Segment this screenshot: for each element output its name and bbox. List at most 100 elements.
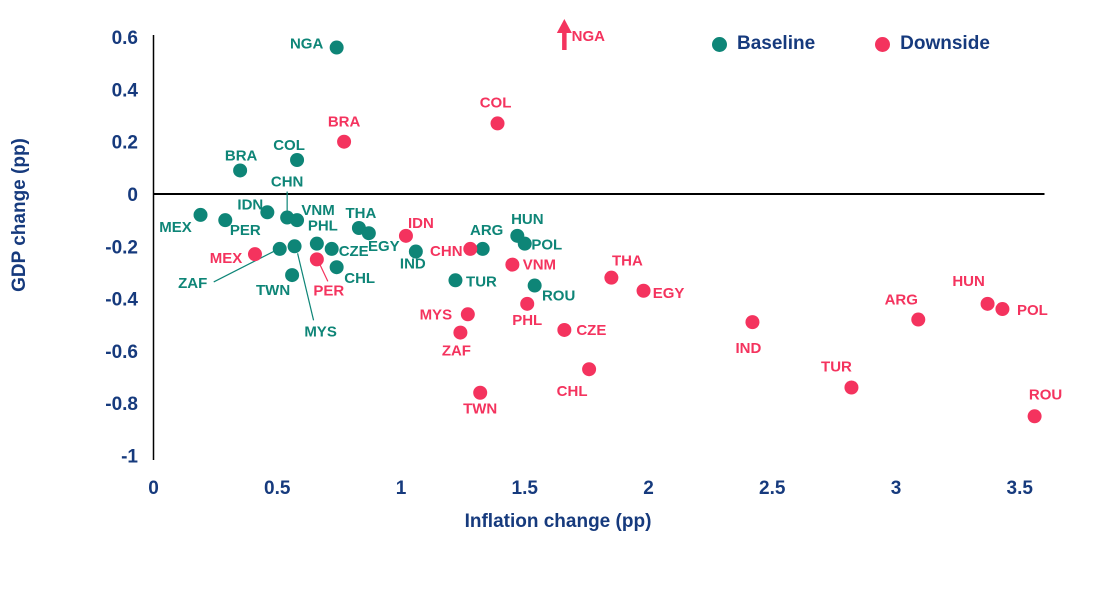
label-downside-CHL: CHL	[557, 383, 588, 400]
point-downside-POL	[995, 302, 1010, 317]
label-baseline-HUN: HUN	[511, 211, 544, 228]
label-baseline-ROU: ROU	[542, 288, 575, 305]
label-baseline-NGA: NGA	[290, 36, 324, 53]
point-downside-BRA	[337, 134, 352, 149]
point-baseline-ZAF	[272, 241, 287, 256]
point-downside-VNM	[505, 257, 520, 272]
label-downside-VNM: VNM	[523, 257, 556, 274]
leader-baseline-ZAF	[213, 250, 275, 283]
label-downside-PHL: PHL	[512, 312, 542, 329]
y-tick-0: 0	[127, 185, 138, 206]
y-axis-title: GDP change (pp)	[9, 138, 30, 292]
label-downside-COL: COL	[480, 94, 512, 111]
point-downside-CHN	[463, 241, 478, 256]
label-baseline-TWN: TWN	[256, 282, 290, 299]
point-baseline-PHL	[309, 236, 324, 251]
point-downside-ROU	[1027, 409, 1042, 424]
baseline-legend-label: Baseline	[737, 33, 816, 54]
point-baseline-CZE	[324, 241, 339, 256]
point-baseline-CHL	[329, 260, 344, 275]
x-tick-3: 3	[891, 478, 902, 499]
point-baseline-ARG	[475, 241, 490, 256]
axes: 0.6 0.4 0.2 0 -0.2 -0.4 -0.6 -0.8 -1 0 0.5 1 1.5 2 2.5…	[105, 28, 1045, 499]
point-downside-TUR	[844, 380, 859, 395]
leader-lines	[213, 191, 329, 321]
label-downside-NGA: NGA	[572, 28, 606, 45]
point-baseline-ROU	[527, 278, 542, 293]
point-downside-IND	[745, 315, 760, 330]
label-baseline-CHN: CHN	[271, 174, 304, 191]
legend-item-downside: Downside	[875, 33, 990, 55]
point-downside-CHL	[582, 362, 597, 377]
point-baseline-BRA	[233, 163, 248, 178]
label-baseline-IND: IND	[400, 256, 426, 273]
downside-legend-label: Downside	[900, 33, 990, 54]
point-baseline-MYS	[287, 239, 302, 254]
downside-legend-dot-icon	[875, 36, 891, 52]
label-baseline-COL: COL	[273, 137, 305, 154]
label-baseline-IDN: IDN	[237, 196, 263, 213]
label-downside-ARG: ARG	[885, 292, 918, 309]
label-downside-EGY: EGY	[653, 285, 685, 302]
baseline-legend-dot-icon	[712, 36, 727, 52]
x-tick-2.5: 2.5	[759, 478, 786, 499]
x-tick-2: 2	[643, 478, 654, 499]
label-baseline-MYS: MYS	[304, 323, 337, 340]
label-downside-IDN: IDN	[408, 215, 434, 232]
point-baseline-TWN	[285, 268, 300, 283]
label-baseline-EGY: EGY	[368, 238, 400, 255]
label-downside-MEX: MEX	[210, 250, 243, 267]
label-baseline-ARG: ARG	[470, 222, 503, 239]
x-tick-0: 0	[148, 478, 159, 499]
point-baseline-MEX	[193, 207, 208, 222]
label-baseline-PER: PER	[230, 222, 261, 239]
label-downside-CHN: CHN	[430, 243, 463, 260]
legend: Baseline Downside	[712, 33, 990, 55]
label-downside-CZE: CZE	[576, 322, 606, 339]
point-baseline-POL	[517, 236, 532, 251]
x-tick-0.5: 0.5	[264, 478, 291, 499]
label-baseline-VNM: VNM	[301, 202, 334, 219]
label-baseline-BRA: BRA	[225, 147, 258, 164]
label-downside-THA: THA	[612, 253, 643, 270]
x-axis-title: Inflation change (pp)	[465, 511, 652, 532]
point-downside-ARG	[911, 312, 926, 327]
label-baseline-TUR: TUR	[466, 273, 497, 290]
label-downside-ZAF: ZAF	[442, 343, 471, 360]
point-baseline-NGA	[329, 40, 344, 55]
y-tick--0.2: -0.2	[105, 237, 138, 258]
x-tick-3.5: 3.5	[1007, 478, 1034, 499]
label-downside-HUN: HUN	[952, 273, 985, 290]
point-baseline-IDN	[260, 205, 275, 220]
point-downside-IDN	[398, 228, 413, 243]
point-downside-THA	[604, 270, 619, 285]
y-tick--1: -1	[121, 447, 138, 468]
point-baseline-COL	[290, 153, 305, 168]
legend-item-baseline: Baseline	[712, 33, 815, 55]
point-baseline-TUR	[448, 273, 463, 288]
point-downside-COL	[490, 116, 505, 131]
point-downside-HUN	[980, 296, 995, 311]
label-downside-BRA: BRA	[328, 114, 361, 131]
point-baseline-EGY	[361, 226, 376, 241]
offchart-arrow-icon-downside-NGA	[556, 19, 572, 33]
x-tick-1: 1	[396, 478, 407, 499]
label-downside-TWN: TWN	[463, 401, 497, 418]
label-downside-TUR: TUR	[821, 359, 852, 376]
point-downside-PHL	[520, 296, 535, 311]
point-downside-MEX	[247, 247, 262, 262]
y-tick--0.6: -0.6	[105, 342, 138, 363]
label-baseline-PHL: PHL	[308, 218, 338, 235]
label-downside-PER: PER	[313, 282, 344, 299]
point-downside-CZE	[557, 322, 572, 337]
point-baseline-PER	[218, 213, 233, 228]
label-baseline-MEX: MEX	[159, 219, 192, 236]
label-downside-MYS: MYS	[420, 306, 453, 323]
data-points	[193, 19, 1042, 424]
point-labels: MEX PER BRA IDN ZAF CHN TWN MYS VNM COL PHL CZE CHL N…	[159, 28, 1062, 418]
label-baseline-POL: POL	[531, 237, 562, 254]
label-baseline-CHL: CHL	[344, 270, 375, 287]
point-downside-TWN	[473, 385, 488, 400]
